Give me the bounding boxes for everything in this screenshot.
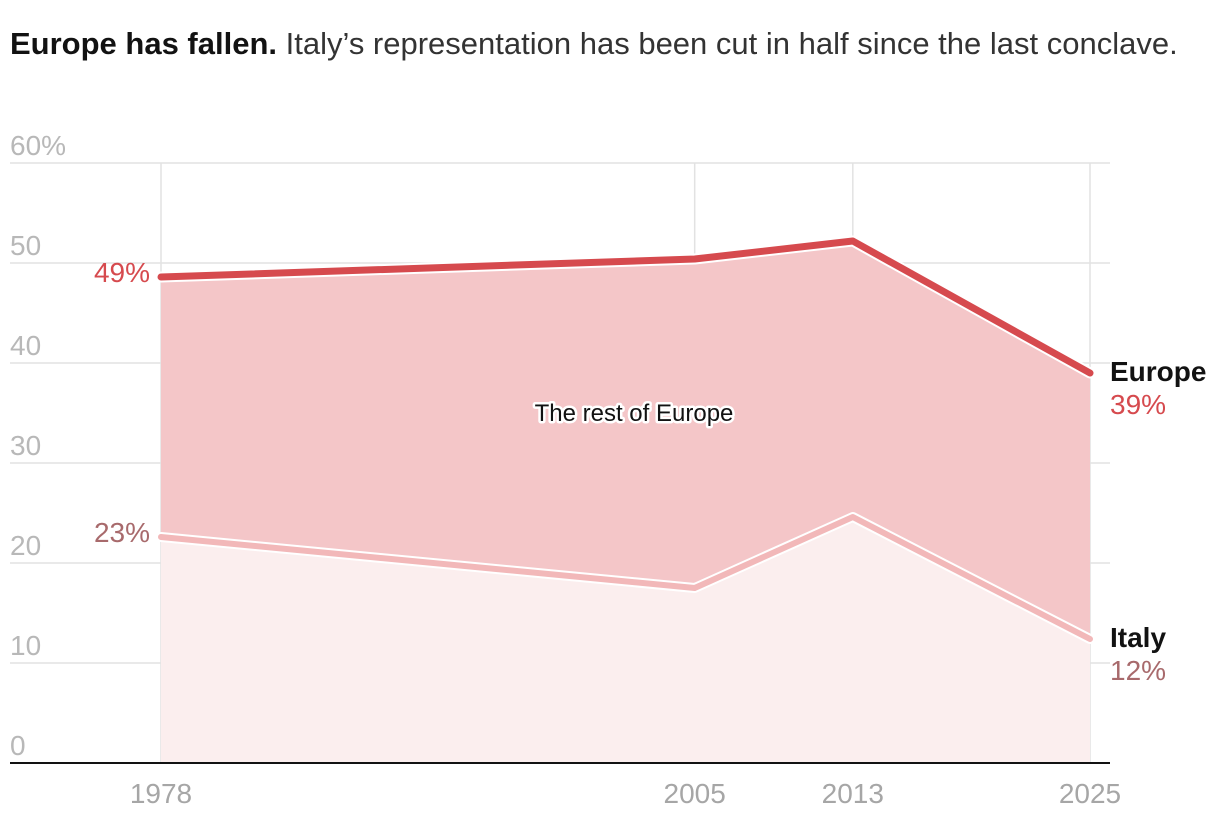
y-tick-label-30: 30 <box>10 430 41 461</box>
y-tick-label-10: 10 <box>10 630 41 661</box>
chart-title: Europe has fallen. Italy’s representatio… <box>10 22 1190 65</box>
x-tick-label-1978: 1978 <box>130 778 192 809</box>
europe-start-label: 49% <box>94 257 150 288</box>
areas <box>161 241 1090 763</box>
x-tick-label-2025: 2025 <box>1059 778 1121 809</box>
italy-line <box>158 514 1093 642</box>
italy-start-label: 23% <box>94 517 150 548</box>
x-axis: 1978 2005 2013 2025 <box>130 778 1121 809</box>
y-tick-label-40: 40 <box>10 330 41 361</box>
y-tick-label-60: 60% <box>10 130 66 161</box>
y-tick-label-20: 20 <box>10 530 41 561</box>
x-tick-label-2013: 2013 <box>822 778 884 809</box>
title-subtitle: Italy’s representation has been cut in h… <box>285 26 1178 61</box>
europe-line <box>157 237 1094 377</box>
rest-of-europe-area <box>161 241 1090 639</box>
title-bold: Europe has fallen. <box>10 26 278 61</box>
x-tick-label-2005: 2005 <box>664 778 726 809</box>
y-axis: 0 10 20 30 40 50 60% <box>10 130 66 761</box>
italy-series-name: Italy <box>1110 622 1166 653</box>
rest-of-europe-label: The rest of Europe <box>535 400 734 427</box>
y-tick-label-0: 0 <box>10 730 26 761</box>
y-tick-label-50: 50 <box>10 230 41 261</box>
europe-series-name: Europe <box>1110 356 1206 387</box>
europe-end-label: 39% <box>1110 389 1166 420</box>
series-lines <box>10 235 1110 764</box>
italy-area <box>161 517 1090 763</box>
italy-end-label: 12% <box>1110 655 1166 686</box>
